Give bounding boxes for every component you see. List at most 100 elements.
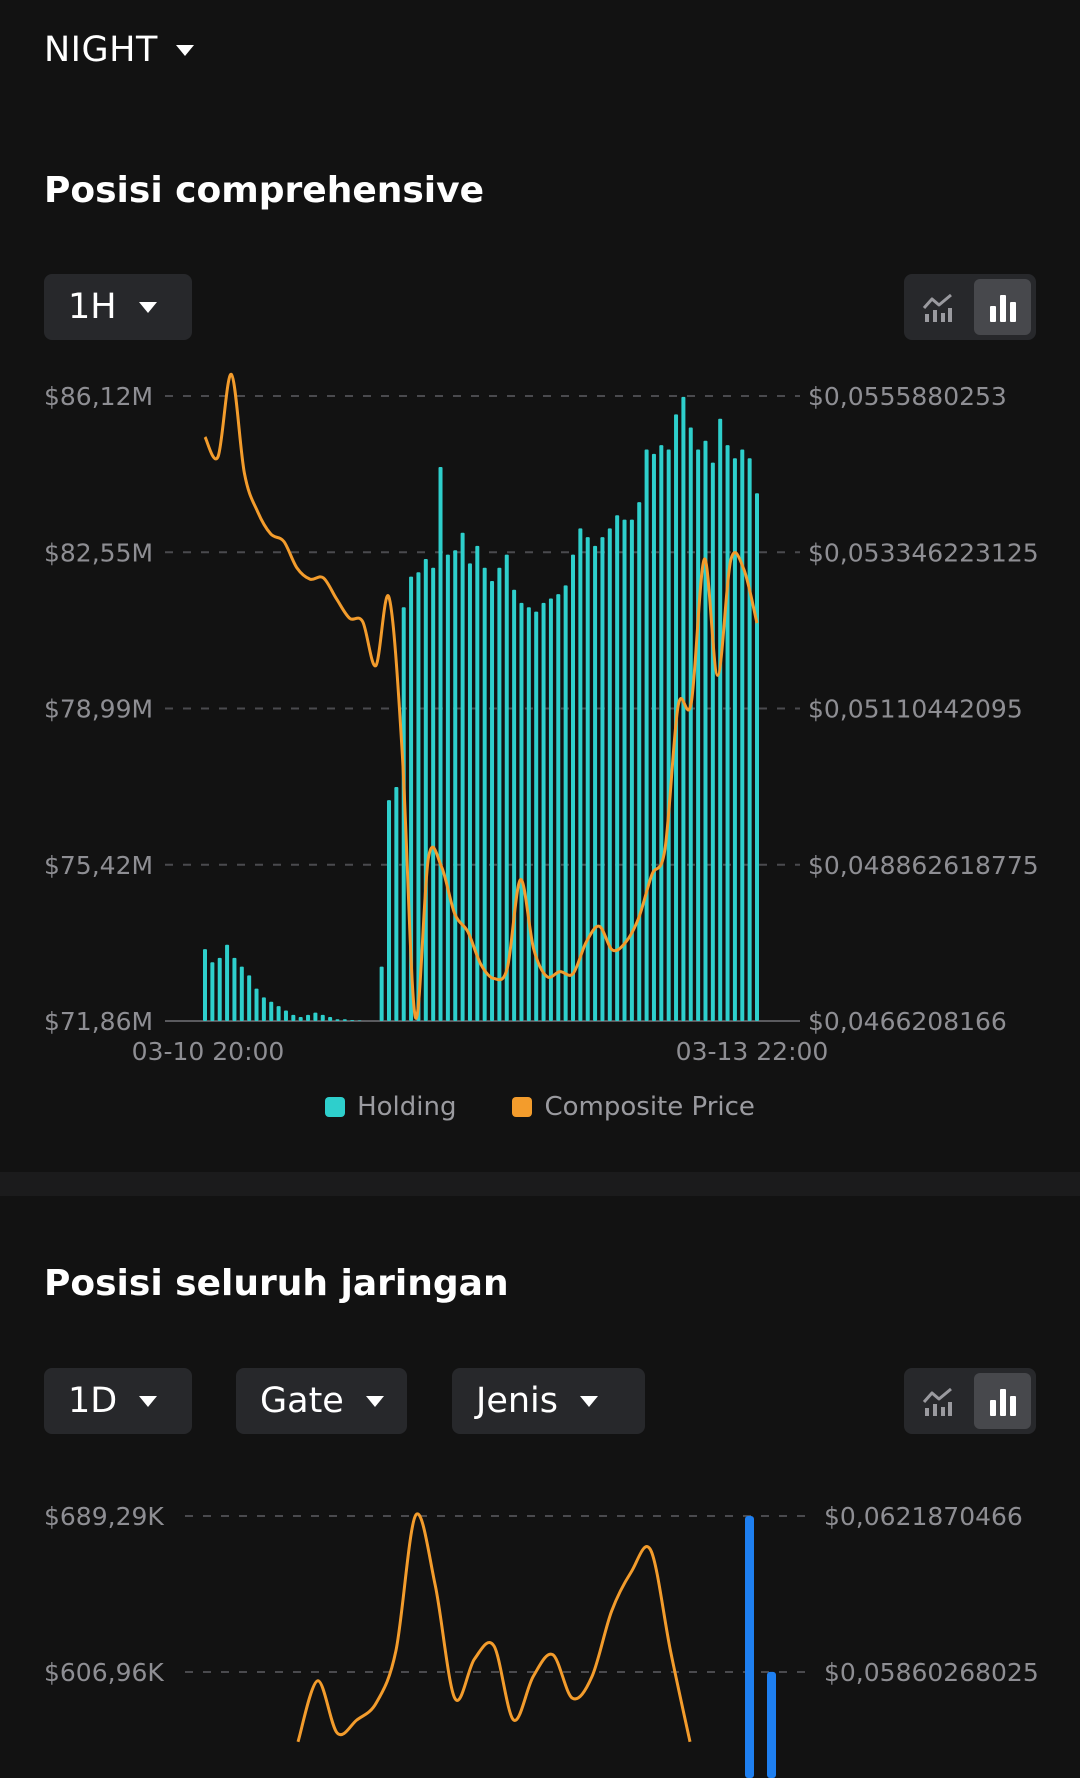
holding-bar[interactable]	[497, 567, 502, 1021]
holding-bar[interactable]	[578, 528, 583, 1021]
holding-bar[interactable]	[563, 585, 568, 1021]
x-tick-label: 03-10 20:00	[132, 1037, 285, 1066]
interval-label: 1H	[68, 287, 117, 327]
holding-bar[interactable]	[210, 962, 215, 1021]
holding-bar[interactable]	[600, 537, 605, 1021]
holding-bar[interactable]	[269, 1001, 274, 1021]
holding-bar[interactable]	[445, 554, 450, 1021]
holding-bar[interactable]	[467, 563, 472, 1021]
y-right-tick-label: $0,0555880253	[808, 382, 1007, 411]
y-left-tick-label: $71,86M	[44, 1007, 153, 1036]
holding-bar[interactable]	[534, 611, 539, 1021]
line-chart-view-button[interactable]	[909, 279, 966, 335]
type-select[interactable]: Jenis	[452, 1368, 645, 1434]
holding-bar[interactable]	[732, 458, 737, 1021]
interval-select[interactable]: 1H	[44, 274, 192, 340]
holding-bar[interactable]	[475, 545, 480, 1021]
network-position-bar[interactable]	[767, 1671, 776, 1778]
bar-chart-view-button[interactable]	[974, 1373, 1031, 1429]
holding-bar[interactable]	[460, 532, 465, 1021]
holding-bar[interactable]	[556, 594, 561, 1021]
holding-bar[interactable]	[431, 567, 436, 1021]
holding-bar[interactable]	[291, 1014, 296, 1021]
section-title-network: Posisi seluruh jaringan	[44, 1263, 509, 1304]
holding-bar[interactable]	[342, 1019, 347, 1021]
holding-bar[interactable]	[490, 580, 495, 1021]
holding-bar[interactable]	[379, 966, 384, 1021]
holding-bar[interactable]	[306, 1014, 311, 1021]
holding-bar[interactable]	[438, 467, 443, 1021]
holding-bar[interactable]	[328, 1017, 333, 1021]
holding-bar[interactable]	[755, 493, 759, 1021]
network-position-bar[interactable]	[745, 1516, 754, 1778]
section-title-comprehensive: Posisi comprehensive	[44, 170, 485, 211]
holding-bar[interactable]	[225, 944, 230, 1021]
holding-bar[interactable]	[607, 528, 612, 1021]
holding-bar[interactable]	[519, 602, 524, 1021]
holding-bar[interactable]	[320, 1014, 325, 1021]
holding-bar[interactable]	[247, 975, 252, 1021]
holding-bar[interactable]	[585, 537, 590, 1021]
holding-bar[interactable]	[313, 1012, 318, 1021]
holding-bar[interactable]	[387, 800, 391, 1021]
holding-bar[interactable]	[644, 449, 649, 1021]
line-chart-icon	[922, 1387, 952, 1416]
chevron-down-icon	[138, 301, 157, 313]
holding-bar[interactable]	[651, 453, 656, 1021]
holding-bar[interactable]	[394, 786, 399, 1021]
line-chart-view-button[interactable]	[909, 1373, 966, 1429]
holding-bar[interactable]	[666, 449, 671, 1021]
chart-legend: Holding Composite Price	[0, 1092, 1080, 1122]
exchange-select[interactable]: Gate	[236, 1368, 407, 1434]
holding-bar[interactable]	[203, 949, 207, 1021]
holding-bar[interactable]	[350, 1020, 355, 1021]
holding-bar[interactable]	[239, 966, 244, 1021]
holding-bar[interactable]	[335, 1019, 340, 1021]
holding-bar[interactable]	[276, 1006, 281, 1021]
holding-bar[interactable]	[548, 598, 553, 1021]
holding-bar[interactable]	[740, 449, 745, 1021]
type-label: Jenis	[476, 1381, 558, 1421]
holding-bar[interactable]	[615, 515, 620, 1021]
holding-bar[interactable]	[504, 554, 509, 1021]
y-left-tick-label: $86,12M	[44, 382, 153, 411]
holding-bar[interactable]	[718, 418, 723, 1021]
chevron-down-icon	[175, 44, 194, 56]
holding-swatch	[325, 1097, 346, 1117]
holding-bar[interactable]	[622, 519, 627, 1021]
holding-bar[interactable]	[659, 445, 664, 1021]
holding-bar[interactable]	[232, 957, 237, 1021]
holding-bar[interactable]	[637, 502, 642, 1021]
network-price-line	[296, 1512, 692, 1743]
holding-bar[interactable]	[593, 545, 598, 1021]
x-tick-label: 03-13 22:00	[676, 1037, 829, 1066]
legend-item-holding[interactable]: Holding	[325, 1092, 456, 1122]
legend-item-composite-price[interactable]: Composite Price	[512, 1092, 755, 1122]
chart-view-toggle-network	[904, 1368, 1036, 1434]
holding-bar[interactable]	[629, 519, 634, 1021]
holding-bar[interactable]	[482, 567, 487, 1021]
holding-bar[interactable]	[681, 396, 686, 1021]
holding-bar[interactable]	[283, 1010, 288, 1021]
holding-bar[interactable]	[298, 1017, 303, 1021]
y-left-tick-label: $75,42M	[44, 851, 153, 880]
bar-chart-view-button[interactable]	[974, 279, 1031, 335]
holding-bar[interactable]	[254, 988, 259, 1021]
token-selector[interactable]: NIGHT	[44, 30, 194, 70]
y-right-tick-label: $0,048862618775	[808, 851, 1039, 880]
interval-select-network[interactable]: 1D	[44, 1368, 192, 1434]
interval-label-network: 1D	[68, 1381, 118, 1421]
holding-bar[interactable]	[688, 427, 693, 1022]
holding-bar[interactable]	[541, 602, 546, 1021]
holding-bar[interactable]	[217, 957, 222, 1021]
y-right-tick-label: $0,0466208166	[808, 1007, 1007, 1036]
holding-bar[interactable]	[571, 554, 575, 1021]
y-right-tick-label: $0,05110442095	[808, 695, 1023, 724]
token-label: NIGHT	[44, 30, 158, 70]
holding-bar[interactable]	[710, 462, 715, 1022]
holding-bar[interactable]	[416, 572, 421, 1021]
holding-bar[interactable]	[703, 440, 708, 1022]
holding-bar[interactable]	[261, 997, 266, 1021]
holding-bar[interactable]	[453, 550, 458, 1021]
